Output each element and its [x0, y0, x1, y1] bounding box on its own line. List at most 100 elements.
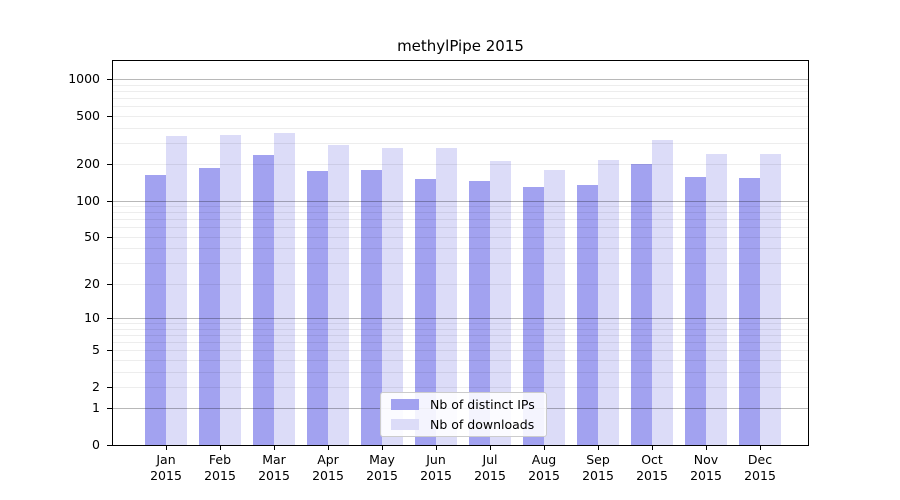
x-tick-label-jun: Jun 2015	[420, 452, 452, 483]
x-tick-label-jan: Jan 2015	[150, 452, 182, 483]
legend-label: Nb of downloads	[430, 417, 535, 432]
minor-gridline	[113, 164, 808, 165]
x-tick-label-nov: Nov 2015	[690, 452, 722, 483]
x-tick-label-aug: Aug 2015	[528, 452, 560, 483]
x-tick-mark	[220, 446, 221, 450]
minor-gridline	[113, 360, 808, 361]
minor-gridline	[113, 248, 808, 249]
x-tick-mark	[652, 446, 653, 450]
bar-downloads-mar	[274, 132, 295, 445]
minor-gridline	[113, 372, 808, 373]
minor-gridline	[113, 143, 808, 144]
y-tick-mark	[107, 350, 112, 351]
bar-distinct-ips-jul	[469, 181, 490, 445]
x-tick-mark	[490, 446, 491, 450]
legend-row: Nb of distinct IPs	[387, 397, 540, 412]
x-tick-mark	[706, 446, 707, 450]
y-tick-label: 100	[76, 193, 100, 208]
minor-gridline	[113, 116, 808, 117]
minor-gridline	[113, 335, 808, 336]
grid-layer	[113, 61, 808, 445]
legend-label: Nb of distinct IPs	[430, 397, 535, 412]
x-tick-label-apr: Apr 2015	[312, 452, 344, 483]
x-tick-label-mar: Mar 2015	[258, 452, 290, 483]
bar-downloads-sep	[598, 160, 619, 445]
bars-layer	[113, 61, 808, 445]
minor-gridline	[113, 263, 808, 264]
major-gridline	[113, 318, 808, 319]
minor-gridline	[113, 128, 808, 129]
minor-gridline	[113, 329, 808, 330]
y-tick-mark	[107, 318, 112, 319]
bar-downloads-may	[382, 147, 403, 445]
y-tick-mark	[107, 445, 112, 446]
y-tick-mark	[107, 116, 112, 117]
minor-gridline	[113, 206, 808, 207]
y-tick-label: 2	[92, 379, 100, 394]
minor-gridline	[113, 237, 808, 238]
chart-title: methylPipe 2015	[397, 37, 524, 55]
bar-distinct-ips-aug	[523, 186, 544, 445]
bar-distinct-ips-jan	[145, 174, 166, 445]
y-tick-mark	[107, 201, 112, 202]
bar-downloads-aug	[544, 170, 565, 445]
y-tick-label: 5	[92, 342, 100, 357]
x-tick-mark	[436, 446, 437, 450]
x-tick-label-dec: Dec 2015	[744, 452, 776, 483]
minor-gridline	[113, 342, 808, 343]
bar-distinct-ips-apr	[307, 171, 328, 445]
minor-gridline	[113, 106, 808, 107]
major-gridline	[113, 79, 808, 80]
bar-downloads-dec	[760, 154, 781, 445]
x-tick-mark	[328, 446, 329, 450]
y-tick-mark	[107, 408, 112, 409]
y-tick-label: 10	[84, 310, 100, 325]
minor-gridline	[113, 284, 808, 285]
x-tick-mark	[544, 446, 545, 450]
minor-gridline	[113, 350, 808, 351]
minor-gridline	[113, 227, 808, 228]
bar-distinct-ips-mar	[253, 155, 274, 445]
x-tick-mark	[760, 446, 761, 450]
bar-distinct-ips-oct	[631, 164, 652, 445]
bar-distinct-ips-sep	[577, 185, 598, 445]
x-tick-label-sep: Sep 2015	[582, 452, 614, 483]
minor-gridline	[113, 85, 808, 86]
y-tick-label: 1000	[68, 71, 100, 86]
minor-gridline	[113, 387, 808, 388]
x-tick-label-jul: Jul 2015	[474, 452, 506, 483]
bar-distinct-ips-dec	[739, 177, 760, 445]
x-tick-mark	[274, 446, 275, 450]
x-tick-label-feb: Feb 2015	[204, 452, 236, 483]
y-tick-label: 1	[92, 400, 100, 415]
x-tick-mark	[598, 446, 599, 450]
minor-gridline	[113, 212, 808, 213]
bar-downloads-jan	[166, 136, 187, 445]
y-tick-label: 200	[76, 156, 100, 171]
legend-swatch-distinct-ips	[391, 399, 419, 410]
bar-distinct-ips-may	[361, 169, 382, 445]
y-tick-label: 0	[92, 437, 100, 452]
x-tick-mark	[166, 446, 167, 450]
y-tick-label: 20	[84, 276, 100, 291]
x-tick-mark	[382, 446, 383, 450]
bar-downloads-feb	[220, 135, 241, 445]
x-tick-label-may: May 2015	[366, 452, 398, 483]
bar-downloads-nov	[706, 153, 727, 445]
major-gridline	[113, 201, 808, 202]
bar-downloads-apr	[328, 144, 349, 445]
bar-distinct-ips-jun	[415, 178, 436, 445]
bar-distinct-ips-feb	[199, 168, 220, 445]
minor-gridline	[113, 323, 808, 324]
bar-distinct-ips-nov	[685, 177, 706, 445]
legend: Nb of distinct IPs Nb of downloads	[380, 392, 547, 437]
minor-gridline	[113, 98, 808, 99]
y-tick-label: 500	[76, 108, 100, 123]
minor-gridline	[113, 91, 808, 92]
y-tick-mark	[107, 284, 112, 285]
bar-downloads-jul	[490, 160, 511, 445]
y-tick-mark	[107, 237, 112, 238]
x-tick-label-oct: Oct 2015	[636, 452, 668, 483]
y-tick-mark	[107, 387, 112, 388]
